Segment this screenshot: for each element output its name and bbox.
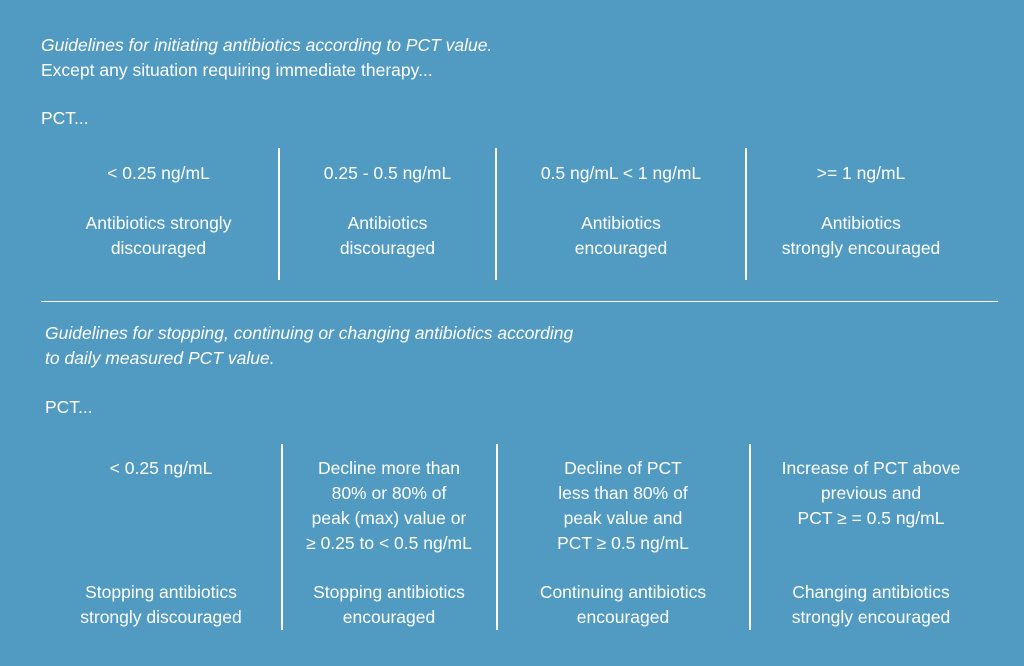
section2-column-4-condition: Increase of PCT above previous and PCT ≥…: [751, 456, 991, 531]
column-divider: [281, 444, 283, 630]
section1-subheading: Except any situation requiring immediate…: [41, 60, 433, 80]
section2-column-2-condition: Decline more than 80% or 80% of peak (ma…: [283, 456, 495, 556]
pct-range: 0.5 ng/mL < 1 ng/mL: [540, 163, 702, 183]
pct-range: 0.25 - 0.5 ng/mL: [323, 163, 452, 183]
section2-heading-line1: Guidelines for stopping, continuing or c…: [45, 323, 574, 343]
pct-range: < 0.25 ng/mL: [107, 163, 210, 183]
condition-line: ≥ 0.25 to < 0.5 ng/mL: [306, 533, 472, 553]
section2-column-3-recommendation: Continuing antibiotics encouraged: [498, 580, 748, 630]
section1-column-2: 0.25 - 0.5 ng/mL Antibiotics discouraged: [280, 161, 495, 261]
section2-column-1-recommendation: Stopping antibiotics strongly discourage…: [41, 580, 281, 630]
column-divider: [278, 148, 280, 280]
section2-pct-label: PCT...: [45, 397, 93, 417]
recommendation-line2: strongly encouraged: [781, 238, 941, 258]
condition-line: < 0.25 ng/mL: [109, 458, 213, 478]
condition-line: Decline more than: [317, 458, 461, 478]
section2-column-1-condition: < 0.25 ng/mL: [41, 456, 281, 481]
section2-column-4-recommendation: Changing antibiotics strongly encouraged: [751, 580, 991, 630]
pct-range: >= 1 ng/mL: [816, 163, 906, 183]
condition-line: Decline of PCT: [564, 458, 682, 478]
section2-column-2-recommendation: Stopping antibiotics encouraged: [283, 580, 495, 630]
recommendation-line1: Antibiotics: [821, 213, 901, 233]
condition-line: peak value and: [563, 508, 683, 528]
column-divider: [495, 148, 497, 280]
recommendation-line1: Antibiotics strongly: [85, 213, 232, 233]
column-divider: [496, 444, 498, 630]
recommendation-line1: Stopping antibiotics: [313, 582, 465, 602]
section1-heading: Guidelines for initiating antibiotics ac…: [41, 35, 493, 55]
condition-line: peak (max) value or: [311, 508, 467, 528]
section1-column-4: >= 1 ng/mL Antibiotics strongly encourag…: [747, 161, 975, 261]
recommendation-line2: discouraged: [110, 238, 207, 258]
condition-line: previous and: [820, 483, 922, 503]
recommendation-line2: strongly encouraged: [791, 607, 951, 627]
column-divider: [745, 148, 747, 280]
section2-intro: Guidelines for stopping, continuing or c…: [45, 321, 573, 371]
condition-line: PCT ≥ 0.5 ng/mL: [557, 533, 689, 553]
section1-pct-label: PCT...: [41, 108, 89, 128]
recommendation-line1: Continuing antibiotics: [539, 582, 707, 602]
section1-column-3: 0.5 ng/mL < 1 ng/mL Antibiotics encourag…: [497, 161, 745, 261]
section2-heading-line2: to daily measured PCT value.: [45, 348, 275, 368]
condition-line: Increase of PCT above: [781, 458, 961, 478]
column-divider: [749, 444, 751, 630]
recommendation-line1: Antibiotics: [347, 213, 428, 233]
recommendation-line2: encouraged: [576, 607, 670, 627]
recommendation-line1: Antibiotics: [581, 213, 661, 233]
recommendation-line2: discouraged: [339, 238, 436, 258]
recommendation-line1: Changing antibiotics: [792, 582, 950, 602]
recommendation-line2: encouraged: [342, 607, 436, 627]
condition-line: less than 80% of: [558, 483, 688, 503]
section1-intro: Guidelines for initiating antibiotics ac…: [41, 33, 492, 83]
condition-line: PCT ≥ = 0.5 ng/mL: [797, 508, 945, 528]
recommendation-line1: Stopping antibiotics: [85, 582, 237, 602]
recommendation-line2: encouraged: [574, 238, 668, 258]
section-separator: [41, 301, 998, 302]
section2-column-3-condition: Decline of PCT less than 80% of peak val…: [498, 456, 748, 556]
section1-column-1: < 0.25 ng/mL Antibiotics strongly discou…: [41, 161, 276, 261]
condition-line: 80% or 80% of: [331, 483, 447, 503]
recommendation-line2: strongly discouraged: [80, 607, 242, 627]
